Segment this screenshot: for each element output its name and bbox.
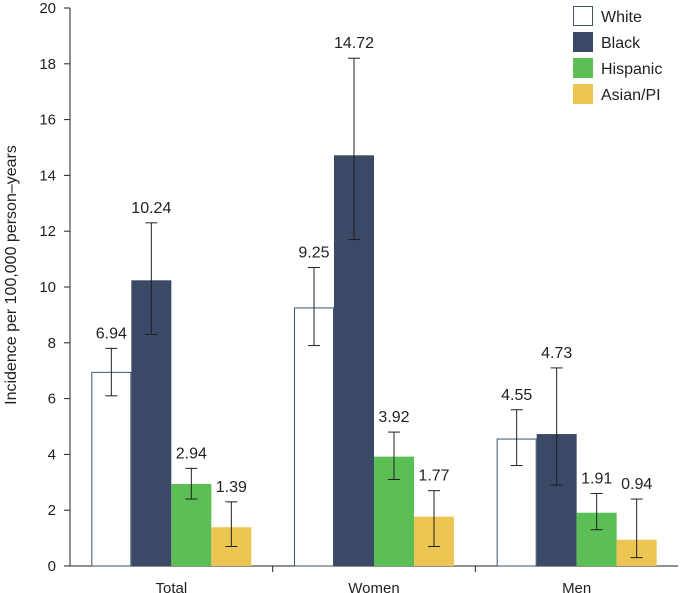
legend-label-hispanic: Hispanic [601,61,662,78]
error-bar-hispanic-men [590,492,603,531]
data-label-black-men: 4.73 [541,345,572,362]
legend: White Black Hispanic Asian/PI [573,6,662,104]
error-bar-asian-pi-total [225,501,238,547]
y-tick-label: 0 [48,558,56,575]
legend-label-black: Black [601,35,641,52]
data-label-white-men: 4.55 [501,387,532,404]
legend-item-white: White [573,6,642,26]
data-label-asian-pi-men: 0.94 [621,476,652,493]
data-label-hispanic-total: 2.94 [176,445,207,462]
legend-item-hispanic: Hispanic [573,58,662,78]
error-bar-white-women [308,266,320,347]
y-tick-label: 20 [39,0,56,17]
axes: 0 2 4 6 8 10 12 14 16 18 20 Total Women Men [39,0,678,593]
error-bar-black-total [145,222,158,335]
error-bar-white-total [105,347,118,397]
error-bar-black-women [348,57,360,241]
data-label-white-total: 6.94 [96,325,127,342]
y-tick-label: 10 [39,279,56,296]
legend-swatch-white [573,6,593,26]
bar-white-total [91,371,132,567]
y-tick-label: 14 [39,167,56,184]
data-label-hispanic-women: 3.92 [378,409,409,426]
y-tick-label: 6 [48,391,56,408]
y-tick-label: 4 [48,446,56,463]
y-tick-label: 16 [39,112,56,129]
y-tick-label: 2 [48,502,56,519]
legend-label-asian-pi: Asian/PI [601,87,661,104]
error-bar-white-men [510,409,523,467]
error-bar-asian-pi-men [630,498,643,559]
data-label-asian-pi-women: 1.77 [418,468,449,485]
data-label-black-women: 14.72 [334,35,374,52]
error-bar-asian-pi-women [428,490,440,547]
y-axis-label: Incidence per 100,000 person–years [3,145,20,405]
legend-swatch-black [573,32,593,52]
x-tick-label-women: Women [348,580,399,593]
legend-swatch-asian-pi [573,84,593,104]
x-tick-label-men: Men [562,580,591,593]
error-bar-hispanic-total [185,467,198,500]
data-label-asian-pi-total: 1.39 [216,479,247,496]
x-tick-label-total: Total [155,580,187,593]
error-bar-hispanic-women [388,431,400,481]
legend-item-black: Black [573,32,641,52]
legend-item-asian-pi: Asian/PI [573,84,661,104]
data-label-black-total: 10.24 [131,200,171,217]
bars: 6.94 10.24 2.94 1.39 9.25 14.72 3.92 1.77 4.55 4.… [91,35,657,567]
legend-swatch-hispanic [573,58,593,78]
legend-label-white: White [601,9,642,26]
y-tick-label: 12 [39,223,56,240]
data-label-white-women: 9.25 [298,244,329,261]
error-bar-black-men [550,367,563,486]
y-tick-label: 18 [39,56,56,73]
bar-white-women [294,307,334,567]
y-tick-label: 8 [48,335,56,352]
data-label-hispanic-men: 1.91 [581,470,612,487]
